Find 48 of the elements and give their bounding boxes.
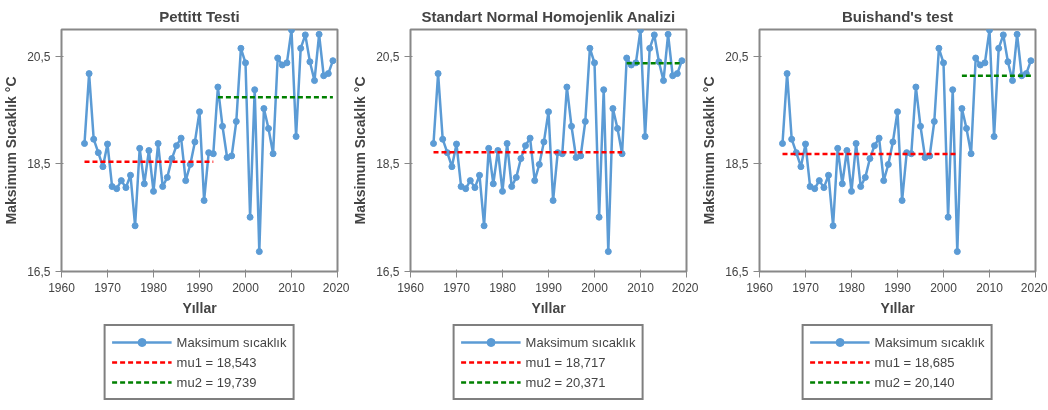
x-tick-label: 2020 [322,280,350,295]
x-axis-title: Yıllar [182,299,218,316]
legend-label: mu1 = 18,717 [525,354,606,370]
legend-label: mu2 = 20,140 [874,374,955,390]
x-tick-label: 2010 [627,280,655,295]
x-tick-label: 1970 [443,280,471,295]
y-tick-label: 18,5 [725,157,749,172]
x-tick-label: 2020 [1020,280,1048,295]
x-tick-label: 2000 [232,280,260,295]
x-tick-label: 1970 [792,280,820,295]
chart-title: Pettitt Testi [159,7,240,25]
x-tick-label: 1990 [535,280,563,295]
y-tick-label: 18,5 [27,157,51,172]
legend-label: mu1 = 18,685 [874,354,955,370]
y-tick-label: 16,5 [725,265,749,279]
x-tick-label: 2000 [581,280,609,295]
x-tick-label: 1970 [94,280,122,295]
x-tick-label: 1980 [140,280,168,295]
chart-title: Buishand's test [841,7,954,25]
y-tick-label: 20,5 [27,49,51,64]
x-tick-label: 1960 [746,280,774,295]
y-tick-label: 20,5 [725,49,749,64]
y-tick-label: 20,5 [376,49,400,64]
x-tick-label: 2020 [671,280,699,295]
y-axis-title: Maksimum Sıcaklık °C [352,76,369,225]
y-axis-title: Maksimum Sıcaklık °C [3,76,20,225]
legend-label: Maksimum sıcaklık [525,334,636,350]
x-tick-label: 2010 [976,280,1004,295]
x-tick-label: 1980 [489,280,517,295]
legend-label: mu2 = 20,371 [525,374,606,390]
y-tick-label: 16,5 [376,265,400,279]
chart-title: Standart Normal Homojenlik Analizi [421,7,676,25]
x-tick-label: 1990 [186,280,214,295]
x-tick-label: 1990 [884,280,912,295]
legend-label: mu2 = 19,739 [176,374,257,390]
x-tick-label: 2000 [930,280,958,295]
x-axis-title: Yıllar [880,299,916,316]
legend-label: Maksimum sıcaklık [176,334,287,350]
y-axis-title: Maksimum Sıcaklık °C [701,76,718,225]
x-tick-label: 1960 [397,280,425,295]
legend-label: Maksimum sıcaklık [874,334,985,350]
x-axis-title: Yıllar [531,299,567,316]
legend-label: mu1 = 18,543 [176,354,257,370]
x-tick-label: 1960 [48,280,76,295]
x-tick-label: 2010 [278,280,306,295]
y-tick-label: 18,5 [376,157,400,172]
y-tick-label: 16,5 [27,265,51,279]
x-tick-label: 1980 [838,280,866,295]
